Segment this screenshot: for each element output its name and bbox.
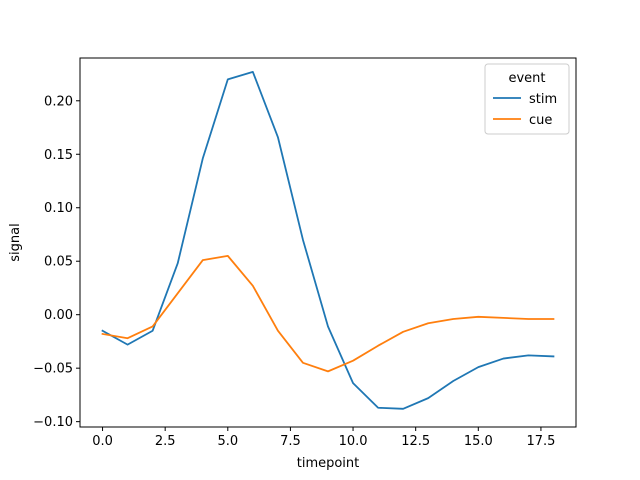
- y-tick-label: −0.10: [33, 415, 73, 430]
- axes-frame: [79, 57, 577, 428]
- plot-marks: [101, 71, 555, 410]
- x-axis-ticks: 0.0 2.5 5.0 7.5 10.0 12.5 15.0 17.5: [92, 427, 555, 449]
- legend-label-stim: stim: [529, 92, 557, 107]
- y-axis-label: signal: [8, 223, 23, 261]
- y-tick-label: 0.05: [44, 255, 73, 270]
- legend-title: event: [508, 71, 545, 86]
- x-tick-label: 12.5: [401, 434, 430, 449]
- x-tick-label: 10.0: [339, 434, 368, 449]
- x-tick-label: 2.5: [155, 434, 176, 449]
- x-tick-label: 0.0: [92, 434, 113, 449]
- x-tick-label: 7.5: [280, 434, 301, 449]
- y-tick-label: 0.20: [44, 94, 73, 109]
- y-axis-ticks: −0.10 −0.05 0.00 0.05 0.10 0.15 0.20: [33, 94, 80, 430]
- x-tick-label: 17.5: [526, 434, 555, 449]
- series-line-cue: [101, 254, 555, 373]
- legend-label-cue: cue: [529, 113, 552, 128]
- y-tick-label: 0.15: [44, 148, 73, 163]
- series-line-stim: [101, 71, 555, 410]
- x-tick-label: 15.0: [464, 434, 493, 449]
- x-axis-label: timepoint: [297, 456, 360, 471]
- y-tick-label: −0.05: [33, 362, 73, 377]
- y-tick-label: 0.00: [44, 308, 73, 323]
- y-tick-label: 0.10: [44, 201, 73, 216]
- legend: event stim cue: [484, 63, 570, 135]
- x-tick-label: 5.0: [217, 434, 238, 449]
- legend-box: [484, 63, 570, 135]
